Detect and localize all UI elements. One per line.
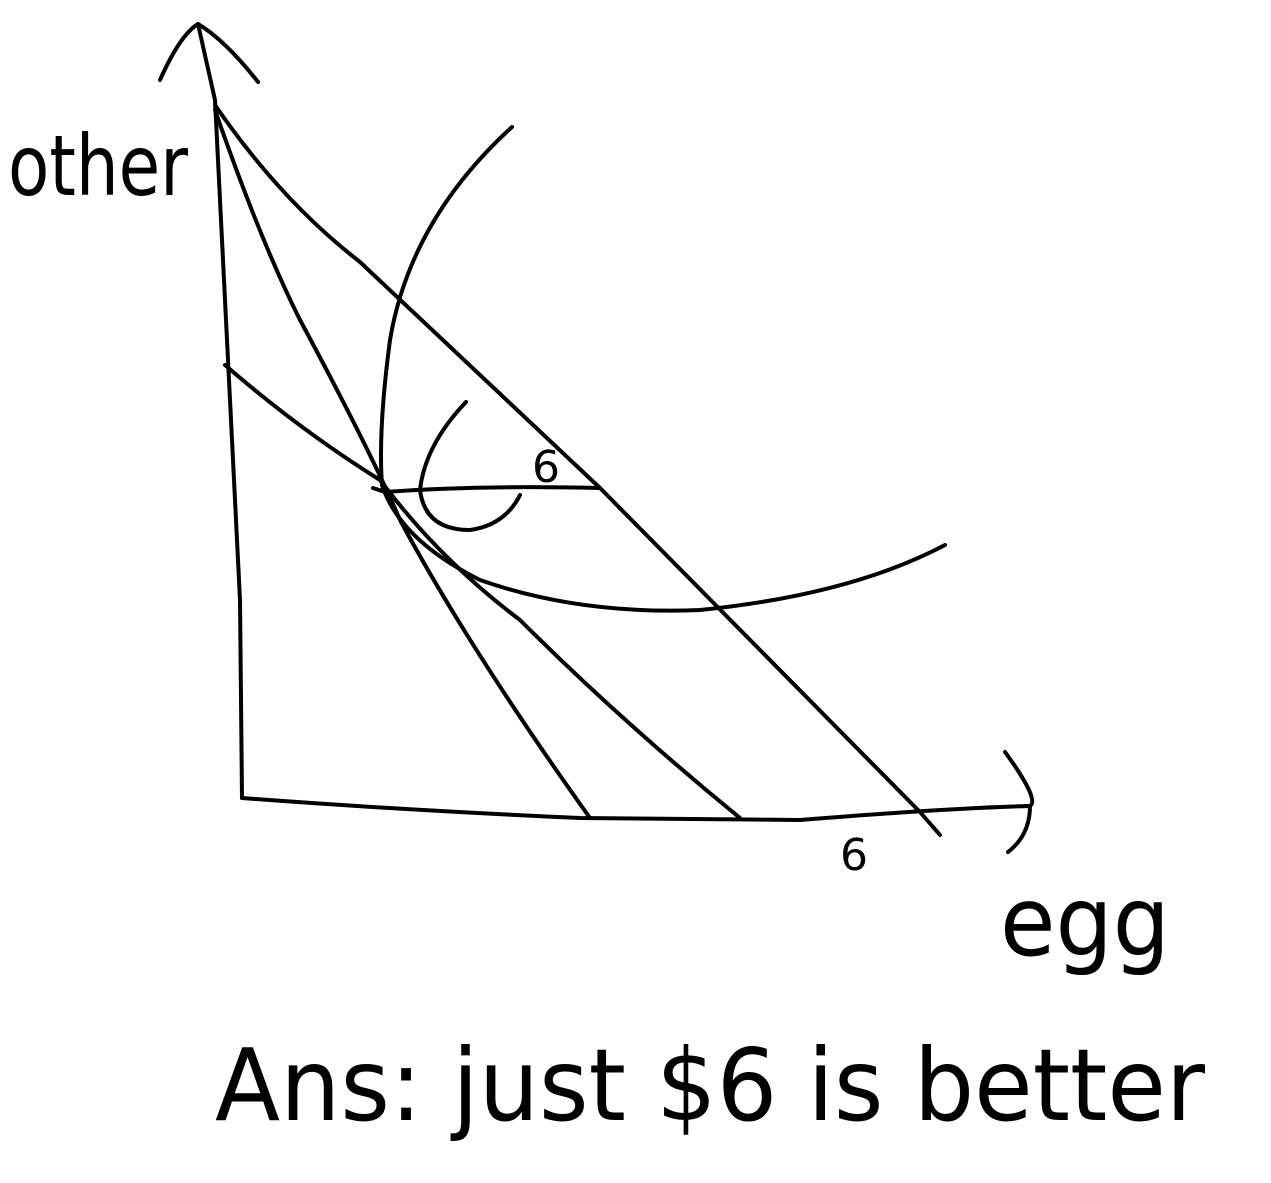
indifference-curve-small xyxy=(418,400,522,532)
annotation: 6 xyxy=(840,830,868,881)
answer: Ans: just $6 is better xyxy=(215,1027,1206,1144)
horizontal-segment xyxy=(371,485,602,494)
annotation: 6 xyxy=(532,442,560,493)
y-axis-label: other xyxy=(8,117,188,215)
x-axis-label: egg xyxy=(1000,866,1170,978)
y-axis xyxy=(196,22,244,800)
y-axis-arrow xyxy=(158,22,260,84)
indifference-curve xyxy=(379,125,947,613)
budget-line-steep xyxy=(213,108,592,820)
x-axis-arrow xyxy=(1003,750,1035,854)
budget-line-outer xyxy=(213,103,942,837)
x-axis xyxy=(240,796,1032,822)
